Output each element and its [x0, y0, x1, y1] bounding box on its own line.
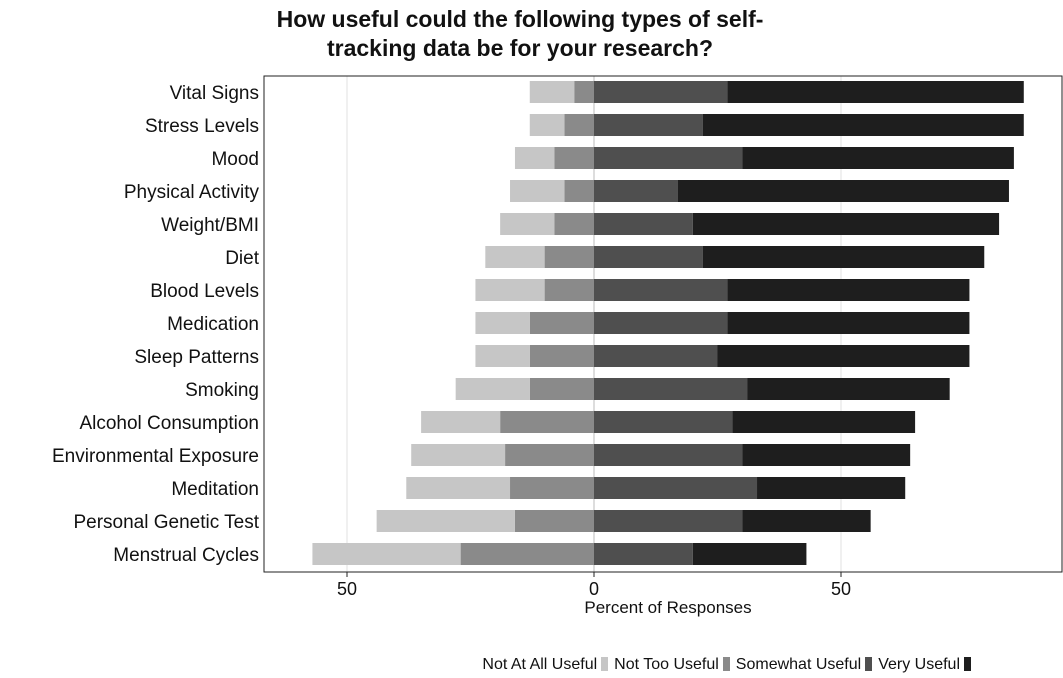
- bar-segment: [692, 213, 1000, 235]
- bar-segment: [485, 246, 545, 268]
- legend-swatch: [601, 657, 609, 671]
- bar-segment: [500, 411, 594, 433]
- bar-segment: [594, 180, 678, 202]
- bar-segment: [747, 378, 950, 400]
- bar-segment: [594, 444, 743, 466]
- bar-segment: [529, 81, 575, 103]
- legend: Not At All Useful Not Too Useful Somewhat …: [0, 656, 1063, 674]
- bar-segment: [594, 81, 728, 103]
- bar-segment: [594, 279, 728, 301]
- bar-segment: [312, 543, 461, 565]
- bar-segment: [529, 345, 594, 367]
- bar-segment: [742, 444, 911, 466]
- x-tick-label: 50: [831, 579, 851, 599]
- bar-segment: [544, 279, 594, 301]
- bar-segment: [475, 279, 545, 301]
- bar-segment: [564, 180, 594, 202]
- bar-segment: [475, 312, 530, 334]
- legend-label: Somewhat Useful: [735, 656, 862, 673]
- category-label: Physical Activity: [124, 182, 260, 203]
- legend-swatch: [865, 657, 873, 671]
- bar-segment: [717, 345, 970, 367]
- bar-segment: [702, 114, 1024, 136]
- category-label: Menstrual Cycles: [113, 545, 259, 566]
- bar-segment: [574, 81, 594, 103]
- bar-segment: [500, 213, 555, 235]
- category-label: Environmental Exposure: [52, 446, 259, 467]
- x-tick-layer: 50 0 50: [337, 572, 851, 599]
- bar-segment: [727, 312, 970, 334]
- bar-segment: [510, 477, 594, 499]
- category-label: Personal Genetic Test: [73, 512, 259, 533]
- x-tick-label: 50: [337, 579, 357, 599]
- chart-title: How useful could the following types of …: [276, 6, 764, 61]
- x-axis-label: Percent of Responses: [584, 598, 752, 617]
- category-label: Blood Levels: [150, 281, 259, 302]
- bar-segment: [732, 411, 916, 433]
- bar-segment: [505, 444, 594, 466]
- category-label: Weight/BMI: [161, 215, 259, 236]
- bar-segment: [594, 312, 728, 334]
- legend-item: Not At All Useful: [482, 656, 609, 674]
- legend-item: Somewhat Useful: [735, 656, 873, 674]
- bar-segment: [594, 246, 703, 268]
- legend-swatch: [964, 657, 971, 671]
- bar-segment: [376, 510, 515, 532]
- bar-segment: [757, 477, 906, 499]
- bar-segment: [594, 411, 733, 433]
- legend-item: Very Useful: [878, 656, 971, 674]
- legend-label: Not At All Useful: [482, 656, 598, 673]
- bar-segment: [594, 147, 743, 169]
- category-label: Sleep Patterns: [134, 347, 259, 368]
- bar-segment: [742, 510, 871, 532]
- category-label: Medication: [167, 314, 259, 335]
- bar-segment: [727, 81, 1024, 103]
- bar-segment: [727, 279, 970, 301]
- bar-segment: [692, 543, 807, 565]
- bar-segment: [411, 444, 506, 466]
- bar-segment: [544, 246, 594, 268]
- bar-segment: [564, 114, 594, 136]
- category-label: Diet: [225, 248, 260, 269]
- bar-segment: [529, 312, 594, 334]
- bar-segment: [742, 147, 1014, 169]
- category-label: Stress Levels: [145, 116, 259, 137]
- bar-segment: [677, 180, 1009, 202]
- bar-segment: [529, 378, 594, 400]
- legend-label: Not Too Useful: [614, 656, 719, 673]
- bar-segment: [702, 246, 985, 268]
- bar-layer: [312, 81, 1024, 565]
- bar-segment: [514, 510, 594, 532]
- legend-swatch: [722, 657, 730, 671]
- bar-segment: [594, 345, 718, 367]
- category-label: Smoking: [185, 380, 259, 401]
- bar-segment: [594, 378, 748, 400]
- bar-segment: [594, 114, 703, 136]
- legend-item: Not Too Useful: [614, 656, 730, 674]
- bar-segment: [594, 510, 743, 532]
- bar-segment: [514, 147, 555, 169]
- bar-segment: [554, 147, 594, 169]
- bar-segment: [529, 114, 565, 136]
- bar-segment: [510, 180, 565, 202]
- x-tick-label: 0: [589, 579, 599, 599]
- category-label: Alcohol Consumption: [79, 413, 259, 434]
- bar-segment: [460, 543, 594, 565]
- bar-segment: [406, 477, 511, 499]
- bar-segment: [594, 213, 693, 235]
- bar-segment: [594, 477, 758, 499]
- category-label: Meditation: [171, 479, 259, 500]
- bar-segment: [554, 213, 594, 235]
- legend-label: Very Useful: [878, 656, 960, 673]
- bar-segment: [455, 378, 530, 400]
- category-label-layer: Vital Signs Stress Levels Mood Physical Act…: [52, 83, 260, 566]
- plot-frame: [263, 75, 1063, 573]
- bar-segment: [594, 543, 693, 565]
- bar-segment: [421, 411, 501, 433]
- category-label: Vital Signs: [170, 83, 259, 104]
- category-label: Mood: [211, 149, 259, 170]
- bar-segment: [475, 345, 530, 367]
